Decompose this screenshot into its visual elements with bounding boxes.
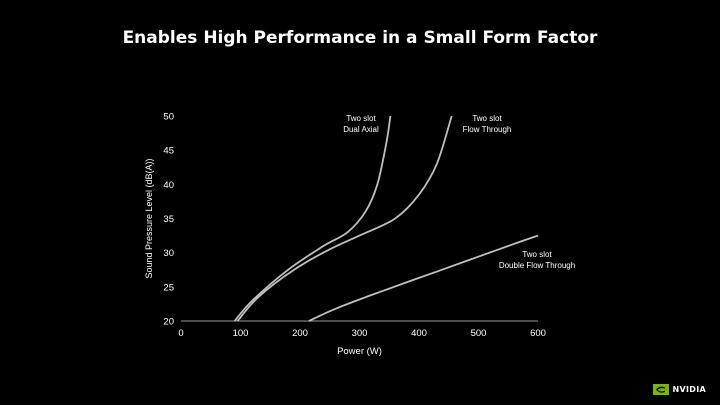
y-tick-label: 25 <box>163 282 174 293</box>
series-label: Two slot Dual Axial <box>343 114 379 134</box>
x-tick-label: 100 <box>233 328 249 339</box>
series-flow-through-line <box>236 115 453 322</box>
x-tick-label: 600 <box>530 328 546 339</box>
y-tick-label: 50 <box>163 112 174 123</box>
y-tick-label: 20 <box>163 317 174 328</box>
slide-title: Enables High Performance in a Small Form… <box>122 28 598 48</box>
nvidia-eye-icon <box>652 384 669 395</box>
y-axis-title: Sound Pressure Level (dB(A)) <box>144 158 154 278</box>
x-tick-label: 500 <box>471 328 487 339</box>
y-tick-label: 40 <box>163 180 174 191</box>
x-axis-title: Power (W) <box>337 346 382 357</box>
x-tick-label: 0 <box>178 328 183 339</box>
series-label: Two slot Flow Through <box>463 114 512 134</box>
chart-axes: 0 100 200 300 400 500 600 20 25 30 35 40 45 50 Power (… <box>144 112 546 358</box>
y-tick-label: 35 <box>163 214 174 225</box>
chart-series-labels: Two slot Dual Axial Two slot Flow Through Tw… <box>343 114 575 270</box>
x-tick-label: 400 <box>411 328 427 339</box>
chart-series <box>233 115 539 322</box>
series-label: Two slot Double Flow Through <box>499 250 575 270</box>
y-tick-label: 30 <box>163 248 174 259</box>
y-tick-label: 45 <box>163 146 174 157</box>
series-dual-axial-line <box>233 115 392 322</box>
logo-text: NVIDIA <box>672 385 706 394</box>
series-double-flow-through-line <box>308 234 539 322</box>
x-tick-label: 200 <box>292 328 308 339</box>
x-tick-label: 300 <box>352 328 368 339</box>
nvidia-logo: NVIDIA <box>652 384 706 395</box>
